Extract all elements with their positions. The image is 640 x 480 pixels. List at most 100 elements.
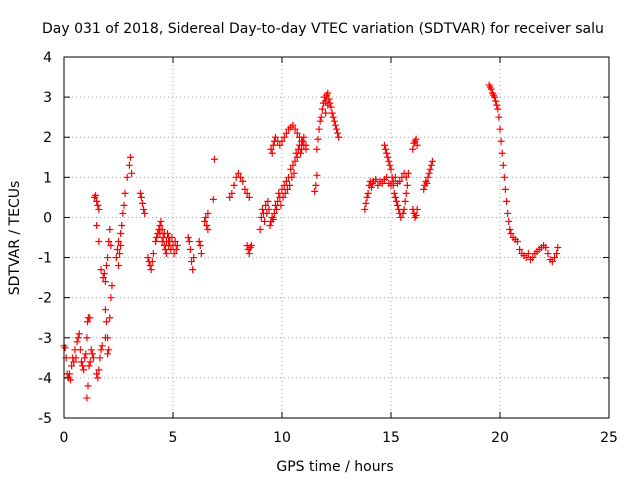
data-point [412, 135, 420, 143]
data-point [107, 294, 115, 302]
data-point [361, 205, 369, 213]
data-point [274, 197, 282, 205]
data-point [105, 346, 113, 354]
data-point [374, 181, 382, 189]
data-point [498, 149, 506, 157]
data-point [497, 137, 505, 145]
y-tick-label: 1 [43, 170, 52, 186]
data-point [115, 262, 122, 270]
data-point [116, 250, 124, 258]
data-point [297, 149, 305, 157]
data-point [101, 334, 109, 342]
data-point [83, 394, 91, 402]
data-point [553, 250, 561, 258]
data-point [314, 135, 322, 143]
data-point [287, 165, 295, 173]
data-point [367, 183, 375, 191]
data-point [397, 213, 405, 221]
data-point [542, 244, 550, 252]
data-point [72, 354, 80, 362]
data-point [409, 145, 417, 153]
data-point [77, 358, 85, 366]
data-point [273, 205, 281, 213]
data-point [65, 370, 73, 378]
data-point [168, 234, 176, 241]
data-point [104, 350, 112, 358]
data-point [80, 366, 88, 374]
data-point [312, 181, 320, 189]
data-point [506, 225, 514, 233]
data-point [119, 209, 127, 217]
data-point [76, 346, 84, 354]
data-point [258, 205, 266, 213]
data-point [328, 109, 336, 117]
data-point [245, 250, 253, 258]
data-point [97, 266, 105, 274]
data-point [103, 318, 111, 326]
data-point [384, 153, 392, 161]
data-point [83, 334, 91, 342]
data-point [234, 169, 242, 177]
data-point [237, 173, 245, 181]
data-point [160, 229, 168, 237]
data-point [281, 189, 289, 197]
data-point [324, 101, 332, 109]
data-point [149, 250, 157, 258]
data-point [101, 306, 109, 314]
data-point [529, 254, 537, 262]
data-point [522, 254, 530, 262]
data-point [298, 137, 306, 145]
data-point [94, 201, 102, 209]
data-point [401, 197, 409, 205]
data-point [106, 225, 114, 233]
data-point [280, 133, 288, 141]
data-point [276, 141, 284, 149]
data-point [95, 366, 103, 374]
data-point [112, 254, 120, 262]
data-point [396, 177, 404, 185]
data-point [141, 209, 149, 217]
data-point [210, 155, 218, 163]
data-point [152, 238, 160, 246]
data-point [79, 362, 87, 370]
data-point [278, 137, 286, 145]
data-point [275, 189, 283, 197]
data-point [144, 254, 152, 262]
x-tick-label: 0 [60, 430, 69, 446]
data-point [261, 217, 269, 225]
data-point [128, 169, 136, 177]
data-point [383, 149, 391, 157]
data-point [293, 129, 301, 137]
data-point [420, 185, 428, 193]
data-point [501, 185, 509, 193]
data-point [136, 189, 144, 197]
data-point [427, 161, 435, 169]
data-point [153, 234, 161, 241]
data-point [388, 173, 396, 181]
data-point [86, 314, 94, 322]
data-point [372, 175, 380, 183]
data-point [269, 141, 277, 149]
y-tick-label: -5 [38, 411, 52, 427]
data-point [387, 165, 395, 173]
data-point [428, 157, 436, 165]
x-tick-label: 25 [600, 430, 618, 446]
data-point [245, 193, 253, 201]
data-point [302, 141, 310, 149]
data-point [400, 205, 408, 213]
data-point [500, 173, 508, 181]
data-point [68, 362, 76, 370]
data-point [84, 382, 92, 390]
data-point [95, 238, 103, 246]
data-point [84, 318, 92, 326]
data-point [318, 105, 326, 113]
data-point [157, 217, 165, 225]
data-point [389, 181, 397, 189]
data-point [378, 179, 386, 187]
data-point [93, 197, 101, 205]
data-point [392, 197, 400, 205]
data-point [113, 246, 121, 254]
data-point [291, 157, 299, 165]
data-point [228, 189, 236, 197]
data-point [97, 346, 105, 354]
